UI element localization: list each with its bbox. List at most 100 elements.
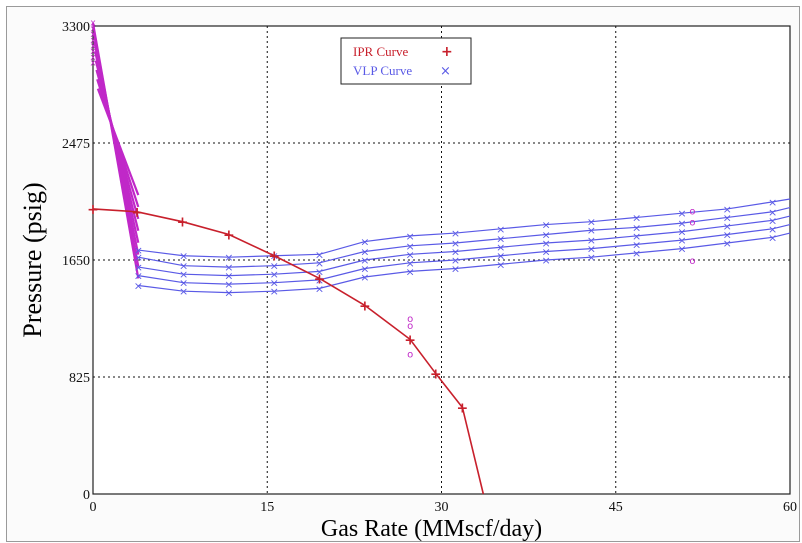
ipr-point: +: [359, 298, 371, 314]
vlp-point: ×: [315, 274, 324, 287]
vlp-point: ×: [677, 234, 686, 247]
legend-ipr-marker: +: [441, 44, 453, 60]
vlp-point: ×: [451, 227, 460, 240]
vlp-point: ×: [632, 238, 641, 251]
vlp-point: ×: [723, 220, 732, 233]
y-tick-label: 825: [69, 371, 90, 386]
vlp-point: ×: [587, 224, 596, 237]
vlp-point: ×: [406, 240, 415, 253]
x-axis-title: Gas Rate (MMscf/day): [321, 516, 542, 542]
vlp-point: ×: [587, 251, 596, 264]
sensitivity-marker: x: [90, 24, 96, 34]
vlp-point: ×: [632, 221, 641, 234]
vlp-point: ×: [224, 270, 233, 283]
y-tick-label: 1650: [62, 254, 90, 269]
vlp-point: ×: [315, 282, 324, 295]
vlp-point: ×: [315, 265, 324, 278]
vlp-point: ×: [587, 234, 596, 247]
vlp-point: ×: [451, 263, 460, 276]
vlp-point: ×: [496, 233, 505, 246]
legend-ipr-label: IPR Curve: [353, 44, 408, 59]
chart-frame: 0 15 30 45 60 0 825 1650 2475 3300 Gas Rate (MMscf…: [6, 6, 800, 542]
vlp-point: ×: [541, 237, 550, 250]
vlp-point: ×: [632, 230, 641, 243]
vlp-point: ×: [406, 265, 415, 278]
vlp-point: ×: [768, 196, 777, 209]
vlp-point: ×: [541, 228, 550, 241]
vlp-point: ×: [224, 278, 233, 291]
legend-vlp-label: VLP Curve: [353, 63, 412, 78]
vlp-point: ×: [270, 268, 279, 281]
ipr-point: +: [131, 205, 143, 221]
sensitivity-point: o: [407, 350, 413, 361]
chart-svg: 0 15 30 45 60 0 825 1650 2475 3300 Gas Rate (MMscf…: [18, 19, 797, 542]
vlp-point: ×: [360, 263, 369, 276]
vlp-point: ×: [406, 230, 415, 243]
vlp-point: ×: [587, 216, 596, 229]
y-axis-title: Pressure (psig): [18, 182, 47, 337]
vlp-point: ×: [677, 243, 686, 256]
legend-box: [340, 37, 472, 85]
vlp-point: ×: [406, 257, 415, 270]
x-tick-label: 0: [90, 500, 97, 515]
vlp-point: ×: [632, 247, 641, 260]
vlp-point: ×: [677, 207, 686, 220]
vlp-point: ×: [451, 245, 460, 258]
vlp-point: ×: [134, 280, 143, 293]
sensitivity-point: o: [407, 321, 413, 332]
ipr-point: +: [404, 332, 416, 348]
vlp-point: ×: [677, 226, 686, 239]
vlp-point: ×: [587, 243, 596, 256]
sensitivity-marker: x: [90, 47, 96, 57]
vlp-point: ×: [360, 254, 369, 267]
vlp-point: ×: [723, 228, 732, 241]
vlp-point: ×: [496, 250, 505, 263]
vlp-point: ×: [496, 223, 505, 236]
vlp-point: ×: [541, 254, 550, 267]
sensitivity-line: [96, 88, 140, 196]
ipr-series-line: [92, 208, 485, 495]
vlp-point: ×: [179, 268, 188, 281]
ipr-point: +: [430, 366, 442, 382]
vlp-point: ×: [541, 219, 550, 232]
vlp-point: ×: [496, 241, 505, 254]
sensitivity-marker: x: [90, 30, 96, 40]
y-tick-label: 0: [83, 488, 90, 503]
ipr-point: +: [87, 202, 99, 218]
vlp-point: ×: [360, 271, 369, 284]
ipr-point: +: [457, 400, 469, 416]
vlp-series-line: [138, 215, 791, 277]
vlp-point: ×: [179, 260, 188, 273]
vlp-point: ×: [677, 217, 686, 230]
y-tick-label: 2475: [62, 137, 90, 152]
vlp-series-line: [138, 206, 791, 268]
sensitivity-marker: x: [90, 53, 96, 63]
vlp-point: ×: [541, 245, 550, 258]
vlp-point: ×: [451, 254, 460, 267]
vlp-point: ×: [768, 231, 777, 244]
vlp-series-line: [138, 232, 791, 294]
vlp-point: ×: [496, 258, 505, 271]
sensitivity-marker: x: [90, 19, 96, 29]
vlp-point: ×: [723, 203, 732, 216]
x-tick-label: 60: [783, 500, 797, 515]
vlp-point: ×: [179, 277, 188, 290]
vlp-point: ×: [768, 206, 777, 219]
vlp-point: ×: [224, 261, 233, 274]
vlp-point: ×: [360, 245, 369, 258]
vlp-point: ×: [451, 237, 460, 250]
sensitivity-marker: x: [90, 58, 96, 68]
vlp-point: ×: [723, 237, 732, 250]
vlp-point: ×: [224, 287, 233, 300]
vlp-point: ×: [134, 270, 143, 283]
vlp-point: ×: [768, 214, 777, 227]
vlp-point: ×: [406, 248, 415, 261]
vlp-series-line: [138, 223, 791, 285]
ipr-point: +: [177, 215, 189, 231]
x-tick-label: 15: [260, 500, 274, 515]
legend-vlp-marker: ×: [440, 64, 451, 79]
vlp-series-line: [138, 198, 791, 258]
sensitivity-marker: x: [90, 41, 96, 51]
vlp-point: ×: [224, 251, 233, 264]
ipr-point: +: [268, 249, 280, 265]
